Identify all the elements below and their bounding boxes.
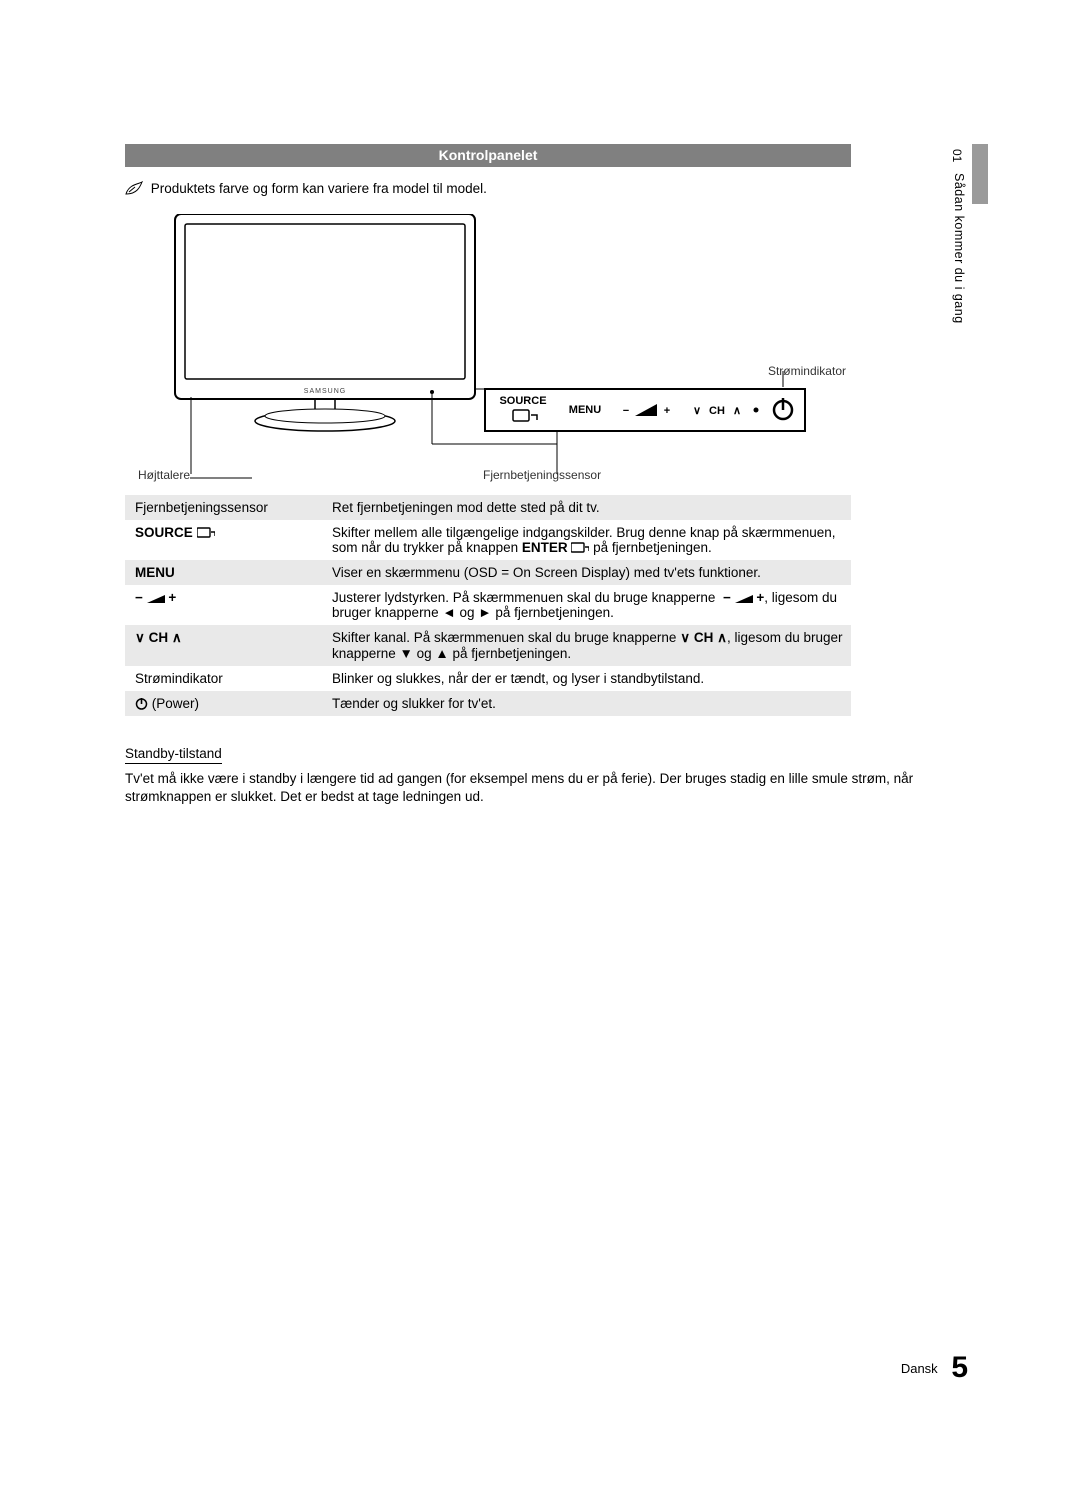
table-row: (Power)Tænder og slukker for tv'et. [125,691,851,716]
row-label: MENU [125,560,322,585]
panel-menu-label: MENU [569,404,601,416]
page-footer: Dansk 5 [901,1351,968,1385]
page-title: Kontrolpanelet [125,144,851,167]
table-row: MENUViser en skærmmenu (OSD = On Screen … [125,560,851,585]
row-label: (Power) [125,691,322,716]
row-desc: Blinker og slukkes, når der er tændt, og… [322,666,851,691]
standby-text: Tv'et må ikke være i standby i længere t… [125,770,949,806]
section-title: Sådan kommer du i gang [952,173,966,324]
panel-ch-label: CH [709,405,725,417]
svg-text:∧: ∧ [733,405,741,417]
label-stromindikator: Strømindikator [768,364,846,378]
svg-text:+: + [664,405,670,417]
label-fjernsensor: Fjernbetjeningssensor [483,468,601,482]
note-line: Produktets farve og form kan variere fra… [125,181,851,196]
label-hojttalere: Højttalere [138,468,190,482]
panel-source-label: SOURCE [499,395,546,407]
row-desc: Justerer lydstyrken. På skærmmenuen skal… [322,585,851,625]
tv-diagram-svg: SAMSUNG [125,214,851,484]
svg-text:−: − [623,405,629,417]
svg-text:SAMSUNG: SAMSUNG [304,388,346,395]
row-desc: Skifter mellem alle tilgængelige indgang… [322,520,851,560]
row-label: Fjernbetjeningssensor [125,495,322,520]
row-desc: Viser en skærmmenu (OSD = On Screen Disp… [322,560,851,585]
standby-heading: Standby-tilstand [125,746,222,764]
side-tab: 01 Sådan kommer du i gang [950,143,970,333]
row-label: − + [125,585,322,625]
table-row: SOURCE Skifter mellem alle tilgængelige … [125,520,851,560]
footer-page-num: 5 [951,1351,968,1384]
row-label: ∨ CH ∧ [125,625,322,666]
tv-diagram: SAMSUNG [125,214,851,439]
row-desc: Ret fjernbetjeningen mod dette sted på d… [322,495,851,520]
row-desc: Tænder og slukker for tv'et. [322,691,851,716]
table-row: StrømindikatorBlinker og slukkes, når de… [125,666,851,691]
row-label: Strømindikator [125,666,322,691]
spec-table: FjernbetjeningssensorRet fjernbetjeninge… [125,495,851,716]
note-text: Produktets farve og form kan variere fra… [151,181,487,196]
table-row: ∨ CH ∧Skifter kanal. På skærmmenuen skal… [125,625,851,666]
svg-text:∨: ∨ [693,405,701,417]
row-label: SOURCE [125,520,322,560]
note-icon [125,181,143,195]
footer-lang: Dansk [901,1361,938,1376]
table-row: − +Justerer lydstyrken. På skærmmenuen s… [125,585,851,625]
table-row: FjernbetjeningssensorRet fjernbetjeninge… [125,495,851,520]
section-number: 01 [950,149,964,169]
row-desc: Skifter kanal. På skærmmenuen skal du br… [322,625,851,666]
side-gray-tab [972,144,988,204]
